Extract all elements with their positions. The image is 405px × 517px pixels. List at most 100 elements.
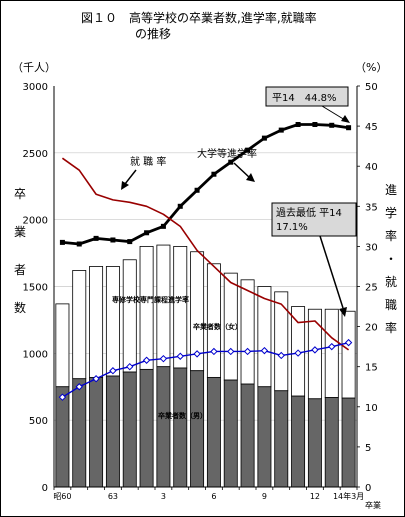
vocational-rate-point <box>243 347 252 356</box>
peak-box <box>265 86 349 107</box>
right-tick-label: 10 <box>365 403 378 414</box>
left-tick-label: 2500 <box>23 149 48 160</box>
vocational-rate-point <box>294 349 302 357</box>
bar-female <box>89 266 104 378</box>
vocational-rate-point <box>126 362 134 371</box>
vocational-rate-point <box>75 383 83 391</box>
right-axis-title: 進学率・就職率 <box>385 183 397 335</box>
vocational-rate-point <box>344 338 353 347</box>
chart-subtitle: の推移 <box>135 27 171 41</box>
bar-male <box>122 371 137 488</box>
university-rate-point <box>160 223 166 229</box>
right-axis-title-char: 職 <box>385 298 397 312</box>
bar-male <box>341 397 356 488</box>
peak-box-text: 平14 44.8% <box>272 93 337 104</box>
bar-female <box>274 291 289 392</box>
vocational-rate-point <box>311 346 319 354</box>
vocational-rate-point <box>58 393 67 401</box>
bar-female <box>55 303 70 388</box>
right-tick-label: 15 <box>365 363 378 374</box>
left-tick-labels: 0 500 1000 1500 2000 2500 3000 <box>23 82 48 494</box>
left-tick-label: 500 <box>29 416 48 427</box>
left-axis-title-char: 卒 <box>14 187 26 201</box>
university-rate-point <box>312 121 318 127</box>
line-series <box>58 121 353 401</box>
university-rate-point <box>194 187 200 193</box>
x-tick-label: 9 <box>262 492 267 501</box>
bar-male <box>55 386 70 488</box>
right-axis-title-char: 就 <box>385 275 397 289</box>
right-tick-label: 30 <box>365 242 378 253</box>
university-rate-point <box>295 121 301 127</box>
bar-male <box>291 395 306 488</box>
university-rate-point <box>93 235 99 241</box>
vocational-label: 専修学校専門課程進学率 <box>112 295 189 304</box>
bar-female <box>105 266 120 377</box>
right-tick-label: 0 <box>365 483 371 494</box>
annotations: 専修学校専門課程進学率 卒業者数（女） 卒業者数（男） 大学等進学率 就 職 率… <box>112 86 357 420</box>
left-axis-title-char: 数 <box>14 300 26 315</box>
right-tick-label: 20 <box>365 323 378 334</box>
university-rate-point <box>177 203 183 209</box>
bar-male <box>307 398 322 488</box>
low-box-line1: 過去最低 平14 <box>276 206 342 219</box>
female-bars-label: 卒業者数（女） <box>193 322 242 331</box>
bar-male <box>173 367 188 488</box>
bar-female <box>139 245 154 370</box>
university-rate-point <box>127 239 133 245</box>
bar-male <box>257 386 272 488</box>
low-box-line2: 17.1% <box>276 222 308 233</box>
bar-male <box>89 376 104 488</box>
peak-pointer <box>321 105 346 121</box>
university-rate-point <box>346 125 352 131</box>
bar-female <box>156 244 171 368</box>
left-axis-title-char: 業 <box>14 225 26 239</box>
vocational-rate-point <box>260 346 269 355</box>
university-rate-point <box>59 239 65 245</box>
right-axis-title-char: ・ <box>385 252 397 266</box>
vocational-rate-line <box>62 341 349 398</box>
university-rate-point <box>245 147 251 153</box>
bar-female <box>122 259 137 373</box>
right-tick-label: 25 <box>365 283 378 294</box>
vocational-rate-point <box>92 375 100 383</box>
vocational-rate-point <box>227 347 235 356</box>
bar-female <box>324 308 339 398</box>
right-axis-title-char: 率 <box>385 228 397 243</box>
right-tick-label: 45 <box>365 122 378 133</box>
bar-male <box>240 383 255 488</box>
bar-male <box>72 378 87 488</box>
right-tick-label: 40 <box>365 162 378 173</box>
right-unit: （%） <box>355 61 387 74</box>
axes <box>53 85 360 490</box>
x-axis-suffix: 卒業 <box>365 500 381 510</box>
right-tick-labels: 0 5 10 15 20 25 30 35 40 45 50 <box>365 82 378 494</box>
bar-male <box>190 370 205 488</box>
vocational-rate-point <box>176 352 184 360</box>
employment-arrow <box>124 169 137 185</box>
left-unit: （千人） <box>12 61 56 74</box>
bar-male <box>105 375 120 488</box>
bar-female <box>72 270 87 380</box>
bar-series <box>55 244 356 488</box>
employment-label: 就 職 率 <box>130 155 166 168</box>
left-tick-label: 3000 <box>23 82 48 93</box>
university-arrow <box>233 162 251 179</box>
low-pointer <box>319 235 344 309</box>
vocational-rate-point <box>109 367 117 375</box>
right-tick-label: 35 <box>365 202 378 213</box>
bar-male <box>139 368 154 488</box>
employment-rate-line <box>61 157 350 351</box>
left-axis-title: 卒業者数 <box>14 187 26 315</box>
bar-female <box>341 310 356 399</box>
right-tick-label: 50 <box>365 82 378 93</box>
bar-male <box>206 376 221 488</box>
low-pointer-head <box>339 307 347 317</box>
vocational-rate-point <box>142 356 151 364</box>
left-tick-label: 2000 <box>23 216 48 227</box>
employment-arrowhead <box>121 181 129 190</box>
university-rate-point <box>278 127 284 133</box>
peak-pointer-head <box>341 115 350 123</box>
university-rate-point <box>211 171 217 177</box>
